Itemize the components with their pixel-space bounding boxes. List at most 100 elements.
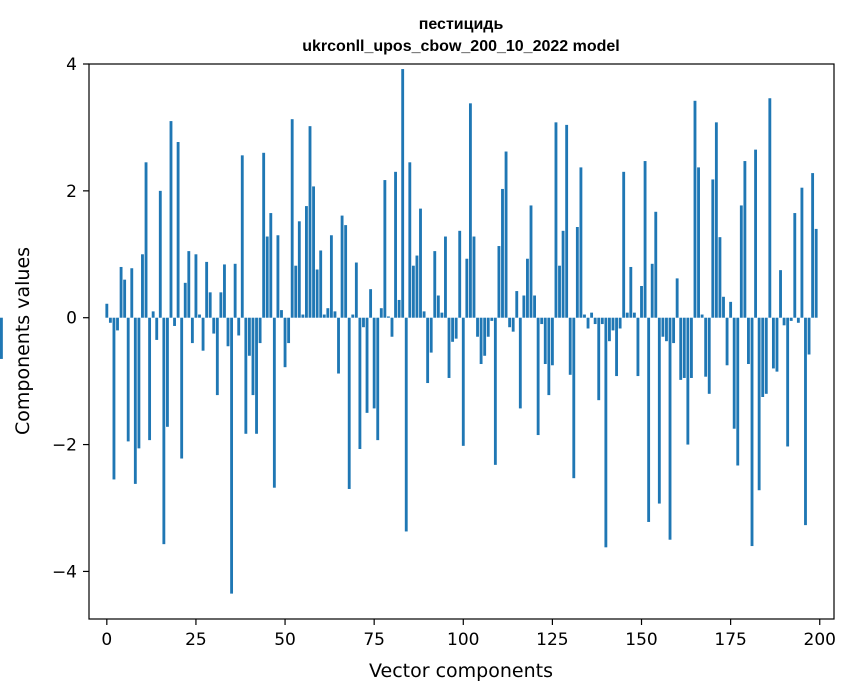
- bar: [155, 317, 159, 340]
- bar: [337, 317, 340, 374]
- bar: [693, 100, 697, 318]
- bar: [369, 289, 373, 318]
- bar: [158, 190, 162, 318]
- bar: [522, 295, 526, 318]
- bar: [454, 317, 458, 339]
- bar: [529, 205, 533, 318]
- y-tick-label: 0: [66, 309, 77, 329]
- bar: [568, 317, 572, 375]
- bar: [718, 237, 722, 318]
- bar: [340, 215, 344, 318]
- x-tick-label: 125: [536, 630, 568, 650]
- bar: [707, 317, 711, 394]
- bar: [301, 314, 305, 318]
- bars-group: [0, 69, 818, 594]
- bar: [144, 162, 148, 318]
- bar: [575, 227, 579, 318]
- x-tick-label: 0: [101, 630, 112, 650]
- bar: [362, 317, 365, 328]
- bar: [190, 317, 194, 344]
- bar: [258, 317, 262, 344]
- bar: [183, 282, 187, 318]
- bar: [280, 310, 283, 318]
- bar: [786, 317, 790, 447]
- bar: [800, 187, 804, 318]
- bar: [654, 211, 658, 318]
- bar: [205, 261, 209, 318]
- bar: [572, 317, 576, 479]
- bar: [173, 317, 176, 326]
- bar: [682, 317, 686, 378]
- bar: [811, 173, 815, 318]
- bar: [697, 167, 700, 318]
- bar: [807, 317, 811, 355]
- bar: [593, 317, 597, 325]
- bar: [390, 317, 394, 337]
- bar: [358, 317, 362, 450]
- bar: [244, 317, 248, 434]
- bar: [714, 122, 718, 318]
- bar: [600, 317, 604, 325]
- bar: [262, 152, 266, 318]
- bar: [796, 317, 800, 323]
- bar: [775, 317, 779, 372]
- bar: [240, 155, 244, 318]
- bar: [287, 317, 291, 344]
- bar: [625, 312, 629, 318]
- bar: [201, 317, 205, 351]
- bar: [294, 265, 298, 318]
- bar: [747, 317, 750, 365]
- bar: [429, 317, 433, 353]
- bar: [711, 179, 715, 318]
- bar: [137, 317, 141, 449]
- bar: [251, 317, 255, 396]
- bar: [782, 317, 786, 326]
- x-tick-label: 100: [447, 630, 479, 650]
- bar: [344, 225, 348, 318]
- bar: [372, 317, 376, 409]
- bar: [276, 235, 280, 318]
- bar: [704, 317, 708, 377]
- bar: [133, 317, 137, 484]
- bar: [219, 292, 223, 318]
- bar: [198, 314, 201, 318]
- x-axis-ticks: 0 25 50 75 100 125 150 175 200: [101, 619, 836, 650]
- bar: [689, 317, 693, 378]
- bar: [789, 317, 793, 321]
- bar: [169, 121, 173, 318]
- bar: [108, 317, 112, 323]
- bar: [650, 263, 654, 318]
- bar: [365, 317, 369, 413]
- bar: [230, 317, 234, 594]
- bar: [215, 317, 219, 396]
- bar: [333, 311, 337, 318]
- bar: [212, 317, 216, 334]
- bar: [468, 103, 472, 318]
- bar: [237, 317, 241, 336]
- x-tick-label: 150: [625, 630, 657, 650]
- bar: [326, 308, 330, 318]
- bar: [565, 124, 569, 318]
- bar: [579, 167, 583, 318]
- bar: [444, 236, 447, 318]
- bar: [411, 265, 415, 318]
- bar: [511, 317, 515, 332]
- bar: [151, 311, 155, 318]
- bar: [490, 317, 494, 321]
- y-tick-label: −2: [52, 436, 77, 456]
- bar: [476, 317, 479, 337]
- bar: [543, 317, 547, 365]
- bar: [265, 236, 269, 318]
- bar: [141, 254, 144, 318]
- y-tick-label: 4: [66, 55, 77, 75]
- bar: [640, 286, 643, 318]
- bar: [547, 317, 551, 396]
- bar: [554, 122, 558, 318]
- bar: [297, 221, 301, 318]
- bar: [315, 269, 319, 318]
- bar: [394, 171, 397, 318]
- bar: [116, 317, 119, 331]
- bar: [401, 69, 405, 318]
- bar: [725, 317, 729, 366]
